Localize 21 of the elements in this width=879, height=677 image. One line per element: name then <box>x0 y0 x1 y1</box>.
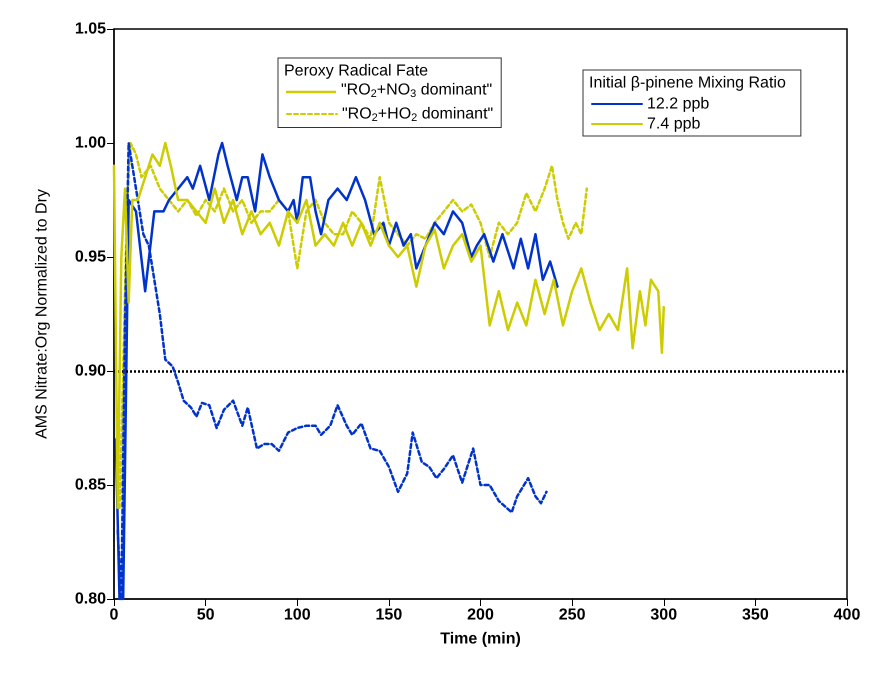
y-tick-label: 0.80 <box>74 590 106 608</box>
x-tick-label: 100 <box>284 606 311 624</box>
x-tick-label: 250 <box>558 606 586 624</box>
x-tick-label: 350 <box>742 606 769 624</box>
legend-label: 7.4 ppb <box>647 116 700 132</box>
y-tick-label: 1.05 <box>74 20 106 38</box>
y-tick-label: 0.95 <box>74 248 106 266</box>
y-axis-title: AMS Nitrate:Org Normalized to Dry <box>34 189 50 439</box>
legend-label: 12.2 ppb <box>647 96 710 112</box>
x-tick-label: 300 <box>650 606 678 624</box>
x-axis-title: Time (min) <box>440 630 521 648</box>
y-tick-label: 0.90 <box>74 362 106 380</box>
x-tick-label: 150 <box>376 606 402 624</box>
y-tick-label: 0.85 <box>74 476 106 494</box>
text: Peroxy Radical Fate <box>284 62 428 80</box>
x-tick-label: 200 <box>467 606 494 624</box>
x-tick-label: 400 <box>834 606 860 624</box>
text: Initial β-pinene Mixing Ratio <box>589 74 786 92</box>
x-tick-label: 50 <box>196 606 215 624</box>
y-tick-label: 1.00 <box>74 134 106 152</box>
x-tick-label: 0 <box>110 606 119 624</box>
